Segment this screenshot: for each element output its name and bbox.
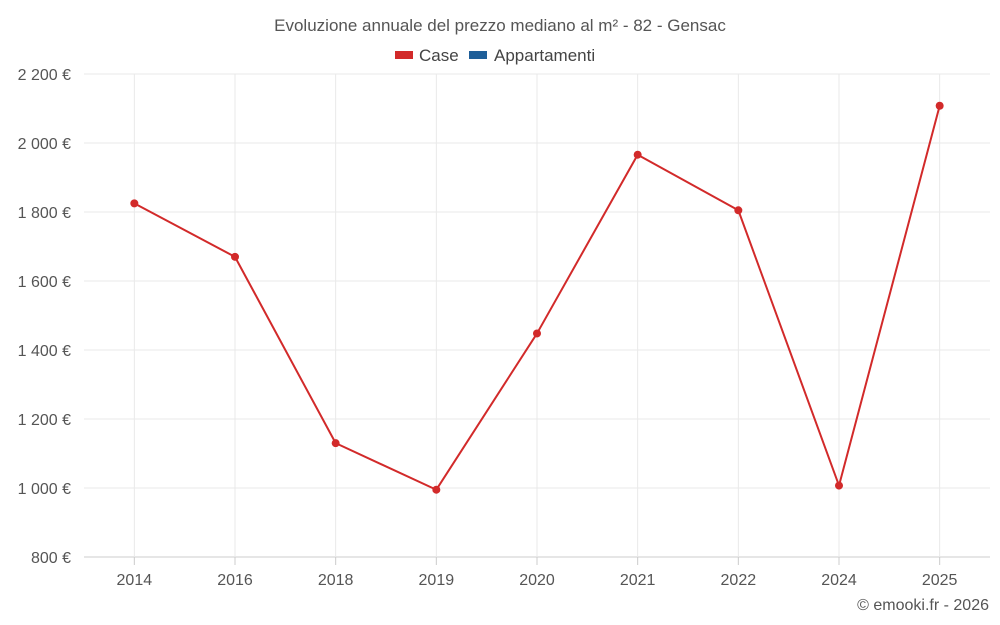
- x-tick-label: 2018: [318, 572, 354, 589]
- data-point-case-2022[interactable]: [734, 206, 743, 215]
- legend-item-case[interactable]: Case: [395, 46, 459, 65]
- data-point-case-2020[interactable]: [533, 329, 541, 338]
- y-tick-label: 1 200 €: [18, 412, 71, 429]
- data-point-case-2025[interactable]: [935, 101, 944, 110]
- legend-label-appartamenti: Appartamenti: [494, 46, 595, 65]
- y-axis: 800 € 1 000 € 1 200 € 1 400 € 1 600 € 1 800 €…: [18, 67, 71, 567]
- legend-swatch-appartamenti: [469, 51, 487, 59]
- data-point-case-2014[interactable]: [130, 199, 139, 208]
- x-tick-label: 2014: [117, 572, 153, 589]
- data-point-case-2024[interactable]: [835, 481, 843, 490]
- x-tick-label: 2024: [821, 572, 857, 589]
- x-tick-label: 2022: [721, 572, 757, 589]
- y-tick-label: 1 800 €: [18, 205, 71, 222]
- chart-title: Evoluzione annuale del prezzo mediano al…: [274, 16, 726, 35]
- credit: © emooki.fr - 2026: [857, 597, 989, 614]
- x-tick-label: 2016: [217, 572, 253, 589]
- legend-swatch-case: [395, 51, 413, 59]
- data-point-case-2016[interactable]: [231, 252, 239, 261]
- data-point-case-2018[interactable]: [331, 439, 340, 448]
- x-tick-label: 2021: [620, 572, 656, 589]
- x-tick-label: 2019: [419, 572, 455, 589]
- y-tick-label: 1 600 €: [18, 274, 71, 291]
- legend-item-appartamenti[interactable]: Appartamenti: [469, 46, 595, 65]
- y-tick-label: 800 €: [31, 550, 71, 567]
- data-point-case-2021[interactable]: [633, 150, 642, 159]
- x-tick-label: 2020: [519, 572, 555, 589]
- data-point-case-2019[interactable]: [432, 485, 441, 494]
- legend-label-case: Case: [419, 46, 459, 65]
- legend: Case Appartamenti: [395, 46, 595, 65]
- series-case: [130, 101, 944, 494]
- y-tick-label: 2 000 €: [18, 136, 71, 153]
- x-tick-label: 2025: [922, 572, 958, 589]
- y-tick-label: 2 200 €: [18, 67, 71, 84]
- y-tick-label: 1 400 €: [18, 343, 71, 360]
- x-axis: 2014 2016 2018 2019 2020 2021 2022 2024 2025: [117, 557, 958, 589]
- y-tick-label: 1 000 €: [18, 481, 71, 498]
- grid: [84, 73, 990, 558]
